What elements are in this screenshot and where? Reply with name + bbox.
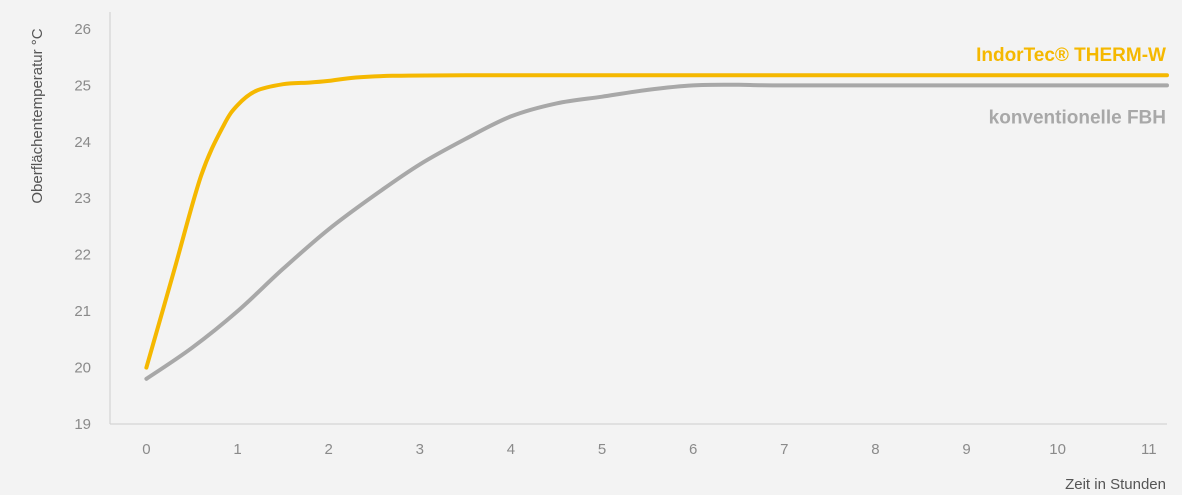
y-tick-label: 21 (74, 303, 91, 320)
y-axis-label: Oberflächentemperatur °C (29, 28, 46, 203)
x-tick-label: 10 (1049, 441, 1066, 458)
y-tick-label: 25 (74, 77, 91, 94)
x-tick-label: 7 (780, 441, 788, 458)
x-tick-label: 3 (416, 441, 424, 458)
x-tick-label: 0 (142, 441, 150, 458)
y-tick-label: 20 (74, 360, 91, 377)
series-label-indortec-therm-w: IndorTec® THERM-W (976, 45, 1166, 66)
x-tick-label: 6 (689, 441, 697, 458)
x-tick-label: 9 (962, 441, 970, 458)
series-line-konventionelle-fbh (144, 82, 1169, 381)
y-tick-label: 24 (74, 134, 91, 151)
x-axis-label: Zeit in Stunden (1065, 476, 1166, 493)
x-tick-label: 5 (598, 441, 606, 458)
y-tick-label: 22 (74, 247, 91, 264)
x-tick-label: 2 (325, 441, 333, 458)
y-tick-label: 26 (74, 21, 91, 38)
x-tick-label: 8 (871, 441, 879, 458)
series-label-konventionelle-fbh: konventionelle FBH (989, 107, 1166, 128)
y-tick-label: 19 (74, 416, 91, 433)
y-tick-label: 23 (74, 190, 91, 207)
x-tick-label: 11 (1141, 441, 1157, 458)
series-line-indortec-therm-w (144, 73, 1169, 370)
x-tick-label: 4 (507, 441, 515, 458)
x-tick-label: 1 (233, 441, 241, 458)
